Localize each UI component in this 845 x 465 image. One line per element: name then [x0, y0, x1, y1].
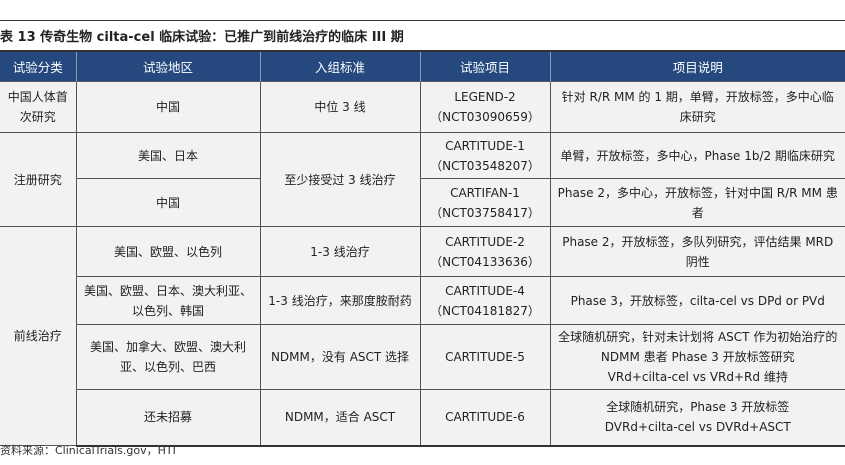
header-row: 试验分类 试验地区 入组标准 试验项目 项目说明: [0, 51, 845, 82]
criteria-cell: NDMM，没有 ASCT 选择: [259, 324, 421, 390]
criteria-cell: NDMM，适合 ASCT: [259, 389, 421, 447]
trial-cell: CARTITUDE-6: [419, 389, 551, 447]
region-cell: 中国: [75, 81, 261, 133]
clinical-trials-table: 试验分类 试验地区 入组标准 试验项目 项目说明 中国人体首次研究 中国 中位 …: [0, 50, 845, 447]
region-cell: 美国、欧盟、以色列: [75, 226, 261, 277]
trial-id: （NCT04133636）: [430, 254, 540, 269]
description-text: 全球随机研究，针对未计划将 ASCT 作为初始治疗的 NDMM 患者 Phase…: [558, 330, 838, 364]
region-cell: 美国、日本: [75, 132, 261, 179]
trial-cell: LEGEND-2 （NCT03090659）: [419, 81, 551, 133]
trial-name: CARTITUDE-2: [445, 234, 525, 249]
trial-name: CARTITUDE-1: [445, 138, 525, 153]
criteria-cell: 至少接受过 3 线治疗: [259, 132, 421, 227]
header-region: 试验地区: [75, 51, 261, 82]
category-cell: 前线治疗: [0, 226, 77, 446]
source-note: 资料来源：ClinicalTrials.gov，HTI: [0, 444, 176, 457]
trial-id: （NCT03548207）: [430, 158, 540, 173]
category-cell: 中国人体首次研究: [0, 81, 77, 133]
trial-id: （NCT04181827）: [430, 303, 540, 318]
trial-cell: CARTITUDE-2 （NCT04133636）: [419, 226, 551, 277]
header-description: 项目说明: [549, 51, 845, 82]
description-comparison: DVRd+cilta-cel vs DVRd+ASCT: [604, 420, 791, 435]
trial-cell: CARTIFAN-1 （NCT03758417）: [419, 178, 551, 227]
description-text: 全球随机研究，Phase 3 开放标签: [606, 400, 790, 415]
description-comparison: VRd+cilta-cel vs VRd+Rd 维持: [607, 370, 788, 384]
region-cell: 美国、加拿大、欧盟、澳大利亚、以色列、巴西: [76, 324, 261, 390]
region-cell: 还未招募: [76, 389, 261, 447]
trial-cell: CARTITUDE-4 （NCT04181827）: [419, 276, 551, 325]
top-rule: [0, 20, 845, 21]
category-cell: 注册研究: [0, 132, 77, 227]
trial-cell: CARTITUDE-1 （NCT03548207）: [419, 132, 551, 179]
description-cell: Phase 3，开放标签，cilta-cel vs DPd or PVd: [549, 276, 845, 325]
region-cell: 美国、欧盟、日本、澳大利亚、以色列、韩国: [76, 276, 261, 325]
criteria-cell: 1-3 线治疗: [259, 226, 421, 277]
table-row: 中国 CARTIFAN-1 （NCT03758417） Phase 2，多中心，开…: [0, 178, 845, 227]
header-criteria: 入组标准: [259, 51, 421, 82]
trial-id: （NCT03090659）: [430, 110, 540, 124]
region-cell: 中国: [76, 178, 261, 227]
header-trial: 试验项目: [419, 51, 551, 82]
description-cell: 单臂，开放标签，多中心，Phase 1b/2 期临床研究: [549, 132, 845, 179]
trial-name: LEGEND-2: [454, 90, 516, 104]
description-cell: Phase 2，开放标签，多队列研究，评估结果 MRD 阴性: [549, 226, 845, 277]
table-row: 美国、欧盟、日本、澳大利亚、以色列、韩国 1-3 线治疗，来那度胺耐药 CART…: [0, 276, 845, 325]
trial-name: CARTITUDE-4: [445, 283, 525, 298]
criteria-cell: 中位 3 线: [259, 81, 421, 133]
trial-cell: CARTITUDE-5: [419, 324, 551, 390]
description-cell: 全球随机研究，Phase 3 开放标签 DVRd+cilta-cel vs DVR…: [549, 389, 845, 447]
table-row: 中国人体首次研究 中国 中位 3 线 LEGEND-2 （NCT03090659）…: [0, 81, 845, 133]
description-cell: 全球随机研究，针对未计划将 ASCT 作为初始治疗的 NDMM 患者 Phase…: [549, 324, 845, 390]
table-row: 前线治疗 美国、欧盟、以色列 1-3 线治疗 CARTITUDE-2 （NCT04…: [0, 226, 845, 446]
description-cell: 针对 R/R MM 的 1 期，单臂，开放标签，多中心临床研究: [549, 81, 845, 133]
criteria-cell: 1-3 线治疗，来那度胺耐药: [259, 276, 421, 325]
table-row: 美国、加拿大、欧盟、澳大利亚、以色列、巴西 NDMM，没有 ASCT 选择 CA…: [0, 324, 845, 390]
description-cell: Phase 2，多中心，开放标签，针对中国 R/R MM 患者: [549, 178, 845, 227]
header-category: 试验分类: [0, 51, 77, 82]
table-title: 表 13 传奇生物 cilta-cel 临床试验：已推广到前线治疗的临床 III…: [0, 30, 404, 45]
trial-name: CARTIFAN-1: [450, 185, 520, 200]
trial-id: （NCT03758417）: [430, 205, 540, 220]
table-row: 注册研究 美国、日本 至少接受过 3 线治疗 CARTITUDE-1 （NCT03…: [0, 132, 845, 227]
table-row: 还未招募 NDMM，适合 ASCT CARTITUDE-6 全球随机研究，Pha…: [0, 389, 845, 447]
